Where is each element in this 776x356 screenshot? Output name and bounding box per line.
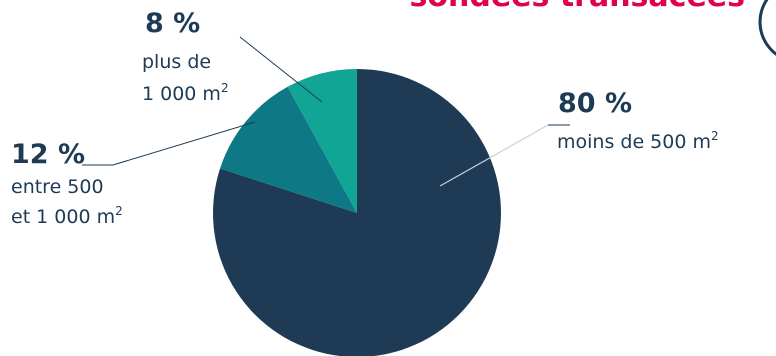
slice-12-label-line2: et 1 000 m2 bbox=[11, 204, 123, 228]
leader-line-80 bbox=[439, 124, 549, 187]
slice-12-percent: 12 % bbox=[11, 139, 85, 170]
leader-line-12-diag bbox=[112, 121, 256, 166]
slice-12-label-line1: entre 500 bbox=[11, 176, 104, 198]
slice-8-label-line2: 1 000 m2 bbox=[142, 81, 229, 105]
slice-500-1000 bbox=[220, 86, 357, 213]
chart-title: sondées transacées bbox=[410, 0, 745, 14]
slice-moins-500 bbox=[213, 69, 501, 356]
slice-80-label: moins de 500 m2 bbox=[557, 129, 719, 153]
slice-8-label-line1: plus de bbox=[142, 51, 211, 73]
slice-80-label-text: moins de 500 m bbox=[557, 131, 711, 153]
badge-circle bbox=[758, 0, 776, 56]
slice-8-percent: 8 % bbox=[145, 8, 200, 39]
slice-12-sup: 2 bbox=[115, 204, 123, 218]
slice-80-percent: 80 % bbox=[558, 88, 632, 119]
slice-12-label-line2-text: et 1 000 m bbox=[11, 206, 115, 228]
slice-plus-1000 bbox=[287, 69, 357, 213]
slice-80-sup: 2 bbox=[711, 129, 719, 143]
slice-8-sup: 2 bbox=[221, 81, 229, 95]
slice-8-label-line2-text: 1 000 m bbox=[142, 83, 221, 105]
pie-slices bbox=[213, 69, 501, 356]
leader-line-8 bbox=[239, 36, 323, 103]
